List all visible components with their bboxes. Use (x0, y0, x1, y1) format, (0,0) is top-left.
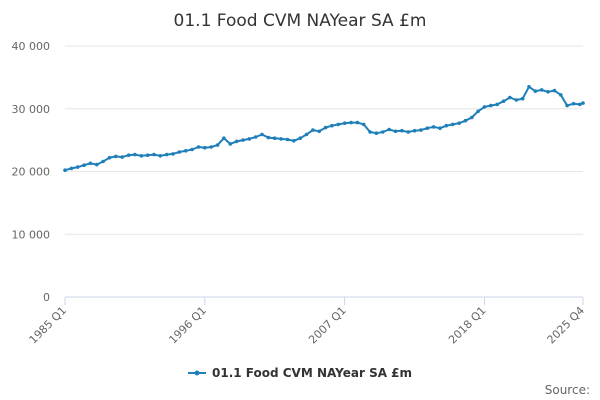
data-point[interactable] (565, 103, 569, 108)
data-point[interactable] (412, 128, 417, 133)
data-point[interactable] (559, 93, 563, 97)
y-tick-label: 20 000 (12, 166, 51, 179)
data-point[interactable] (292, 139, 296, 143)
y-tick-label: 30 000 (12, 103, 51, 116)
data-point[interactable] (253, 135, 258, 139)
data-point[interactable] (463, 118, 468, 123)
data-point[interactable] (304, 132, 309, 137)
data-point[interactable] (69, 166, 74, 171)
data-point[interactable] (361, 122, 366, 127)
data-point[interactable] (247, 137, 252, 141)
data-point[interactable] (209, 145, 213, 149)
data-point[interactable] (470, 115, 474, 120)
data-point[interactable] (520, 96, 525, 101)
series-group (63, 85, 585, 172)
data-point[interactable] (355, 120, 360, 125)
data-point[interactable] (438, 126, 442, 130)
source-label: Source: (545, 383, 590, 397)
data-point[interactable] (425, 126, 430, 130)
data-point[interactable] (298, 136, 303, 140)
data-point[interactable] (400, 128, 404, 133)
data-point[interactable] (539, 88, 544, 92)
data-point[interactable] (164, 152, 169, 157)
data-point[interactable] (241, 138, 245, 142)
y-tick-label: 0 (43, 291, 50, 304)
data-point[interactable] (311, 128, 315, 132)
data-point[interactable] (260, 132, 264, 137)
data-point[interactable] (393, 129, 398, 134)
data-point[interactable] (419, 128, 423, 132)
data-point[interactable] (228, 142, 233, 146)
data-point[interactable] (196, 145, 201, 149)
data-point[interactable] (95, 162, 99, 167)
data-point[interactable] (489, 103, 493, 108)
data-point[interactable] (82, 163, 86, 167)
data-point[interactable] (578, 102, 582, 107)
data-point[interactable] (107, 155, 112, 160)
gridlines (65, 45, 583, 235)
chart-title: 01.1 Food CVM NAYear SA £m (174, 11, 427, 31)
data-point[interactable] (222, 136, 226, 140)
y-tick-label: 40 000 (12, 40, 51, 53)
data-point[interactable] (101, 159, 105, 164)
data-point[interactable] (152, 152, 156, 157)
data-point[interactable] (508, 95, 512, 100)
legend-marker-icon (194, 370, 200, 376)
data-point[interactable] (203, 145, 207, 150)
data-point[interactable] (387, 127, 391, 132)
data-point[interactable] (482, 105, 487, 109)
data-point[interactable] (63, 168, 67, 172)
data-point[interactable] (444, 123, 449, 128)
data-point[interactable] (145, 153, 150, 157)
data-point[interactable] (330, 123, 334, 128)
data-point[interactable] (571, 101, 576, 106)
data-point[interactable] (495, 102, 500, 107)
data-point[interactable] (158, 154, 163, 158)
data-point[interactable] (457, 121, 461, 125)
data-point[interactable] (266, 135, 271, 140)
data-point[interactable] (374, 131, 379, 135)
data-point[interactable] (75, 165, 80, 169)
data-point[interactable] (431, 125, 436, 129)
data-point[interactable] (234, 139, 239, 144)
data-point[interactable] (114, 154, 118, 159)
legend[interactable]: 01.1 Food CVM NAYear SA £m (188, 366, 412, 380)
legend-label[interactable]: 01.1 Food CVM NAYear SA £m (212, 366, 412, 380)
data-point[interactable] (317, 129, 322, 134)
data-point[interactable] (476, 109, 480, 114)
data-point[interactable] (171, 152, 175, 156)
data-point[interactable] (533, 89, 538, 93)
data-point[interactable] (581, 101, 585, 105)
data-point[interactable] (342, 121, 347, 125)
data-point[interactable] (514, 98, 519, 102)
data-point[interactable] (88, 161, 93, 166)
data-point[interactable] (177, 150, 182, 154)
data-point[interactable] (279, 137, 283, 141)
data-point[interactable] (368, 130, 372, 134)
data-point[interactable] (184, 149, 188, 153)
data-point[interactable] (126, 153, 131, 157)
data-point[interactable] (349, 120, 353, 125)
data-point[interactable] (336, 122, 341, 127)
data-point[interactable] (215, 143, 220, 147)
data-point[interactable] (552, 88, 557, 93)
data-point[interactable] (546, 90, 550, 94)
data-point[interactable] (120, 155, 124, 159)
data-point[interactable] (501, 99, 506, 103)
data-point[interactable] (139, 154, 144, 158)
data-point[interactable] (272, 136, 277, 140)
data-point[interactable] (527, 85, 531, 89)
data-point[interactable] (133, 152, 137, 157)
y-tick-label: 10 000 (12, 228, 51, 241)
y-axis-ticks: 0 10 000 20 000 30 000 40 000 (12, 40, 51, 304)
data-point[interactable] (190, 147, 194, 152)
data-point[interactable] (381, 130, 385, 134)
data-point[interactable] (323, 125, 328, 130)
data-point[interactable] (450, 122, 455, 127)
data-point[interactable] (285, 137, 290, 142)
data-point[interactable] (406, 130, 411, 134)
